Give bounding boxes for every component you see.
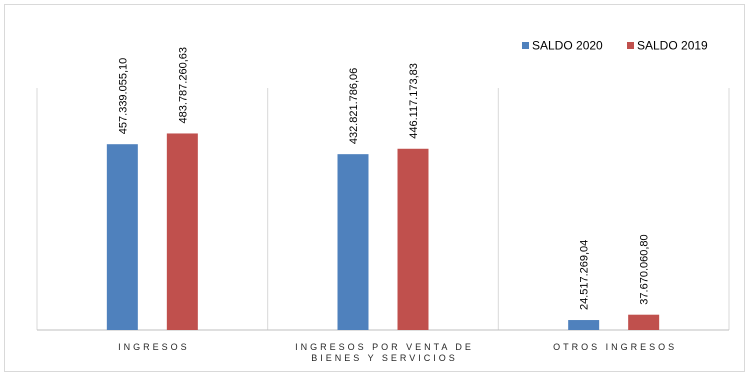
bar: [397, 148, 429, 330]
data-labels-group: 457.339.055,10 483.787.260,63 432.821.786,…: [117, 47, 650, 310]
category-separators: [36, 88, 730, 330]
legend-swatch: [522, 42, 529, 49]
category-label: OTROS INGRESOS: [553, 342, 677, 352]
category-label: INGRESOS: [118, 342, 190, 352]
data-label: 483.787.260,63: [177, 47, 189, 123]
data-label: 457.339.055,10: [117, 58, 129, 134]
bar: [628, 314, 660, 330]
data-label: 24.517.269,04: [579, 240, 591, 310]
data-label: 37.670.060,80: [639, 234, 651, 304]
bar: [568, 320, 600, 330]
category-label: INGRESOS POR VENTA DE: [295, 342, 474, 352]
legend-label: SALDO 2019: [637, 39, 708, 53]
legend: SALDO 2020 SALDO 2019: [522, 39, 708, 53]
legend-swatch: [627, 42, 634, 49]
bar: [106, 144, 138, 330]
bars-group: [106, 133, 660, 330]
category-label: BIENES Y SERVICIOS: [311, 353, 458, 363]
bar: [337, 154, 369, 330]
data-label: 446.117.173,83: [408, 63, 420, 139]
data-label: 432.821.786,06: [348, 68, 360, 144]
legend-label: SALDO 2020: [532, 39, 603, 53]
bar: [166, 133, 198, 330]
